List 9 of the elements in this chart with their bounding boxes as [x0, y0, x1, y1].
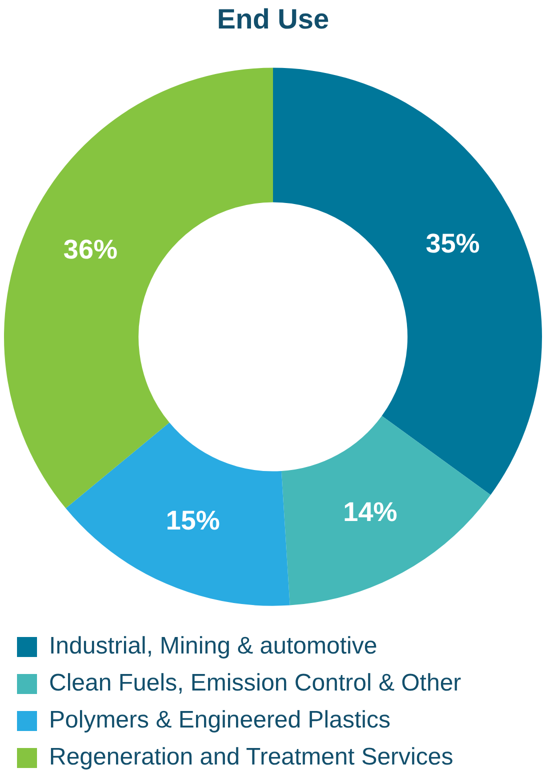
- data-label: 35%: [426, 228, 480, 259]
- chart-title: End Use: [216, 4, 330, 35]
- legend-label: Industrial, Mining & automotive: [49, 632, 378, 660]
- legend-label: Clean Fuels, Emission Control & Other: [49, 670, 462, 697]
- data-label: 36%: [63, 234, 118, 264]
- data-label: 14%: [343, 497, 398, 528]
- legend-label: Regeneration and Treatment Services: [49, 744, 454, 771]
- data-label: 15%: [166, 505, 220, 536]
- legend-label: Polymers & Engineered Plastics: [49, 706, 390, 734]
